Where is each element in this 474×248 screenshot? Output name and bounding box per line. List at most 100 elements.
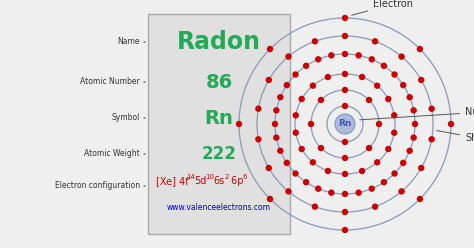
Circle shape: [448, 121, 454, 127]
Circle shape: [400, 160, 406, 166]
Circle shape: [303, 179, 310, 186]
Circle shape: [303, 62, 310, 69]
Circle shape: [342, 209, 348, 215]
Text: 10: 10: [206, 174, 215, 180]
Circle shape: [391, 129, 397, 136]
Text: 222: 222: [201, 145, 237, 163]
Circle shape: [381, 179, 387, 186]
Text: Atomic Number: Atomic Number: [80, 77, 140, 87]
Text: www.valenceelectrons.com: www.valenceelectrons.com: [167, 204, 271, 213]
Text: Radon: Radon: [177, 30, 261, 54]
Circle shape: [318, 97, 324, 103]
Circle shape: [372, 38, 378, 44]
Circle shape: [412, 121, 418, 127]
Circle shape: [315, 56, 321, 62]
Circle shape: [428, 105, 435, 112]
Circle shape: [410, 134, 417, 141]
Circle shape: [407, 148, 413, 154]
Circle shape: [376, 121, 382, 127]
Circle shape: [318, 145, 324, 151]
Circle shape: [277, 148, 283, 154]
Bar: [148, 14, 290, 234]
Circle shape: [372, 204, 378, 210]
Circle shape: [273, 107, 280, 114]
Circle shape: [342, 51, 348, 57]
Text: 2: 2: [224, 174, 228, 180]
Circle shape: [285, 188, 292, 195]
Circle shape: [418, 165, 424, 171]
Circle shape: [381, 62, 387, 69]
Circle shape: [342, 227, 348, 233]
Circle shape: [342, 71, 348, 77]
Circle shape: [385, 146, 392, 152]
Text: Nucleus: Nucleus: [360, 107, 474, 120]
Circle shape: [335, 114, 355, 134]
Circle shape: [356, 52, 362, 59]
Circle shape: [285, 53, 292, 60]
Circle shape: [342, 155, 348, 161]
Circle shape: [342, 139, 348, 145]
Text: Rn: Rn: [205, 109, 233, 127]
Circle shape: [342, 191, 348, 197]
Circle shape: [400, 82, 406, 88]
Circle shape: [410, 107, 417, 114]
Circle shape: [342, 33, 348, 39]
Circle shape: [417, 196, 423, 202]
Text: Electron configuration: Electron configuration: [55, 182, 140, 190]
Circle shape: [272, 121, 278, 127]
Circle shape: [328, 52, 335, 59]
Circle shape: [328, 189, 335, 196]
Circle shape: [292, 71, 299, 78]
Circle shape: [265, 165, 272, 171]
Circle shape: [342, 103, 348, 109]
Circle shape: [392, 71, 398, 78]
Text: 6p: 6p: [228, 176, 244, 186]
Circle shape: [292, 112, 299, 119]
Text: Shell: Shell: [437, 130, 474, 143]
Circle shape: [236, 121, 242, 127]
Text: Name: Name: [118, 37, 140, 47]
Circle shape: [366, 97, 372, 103]
Circle shape: [391, 112, 397, 119]
Circle shape: [308, 121, 314, 127]
Circle shape: [312, 38, 318, 44]
Circle shape: [325, 168, 331, 174]
Circle shape: [356, 189, 362, 196]
Circle shape: [292, 170, 299, 177]
Text: 5d: 5d: [194, 176, 207, 186]
Circle shape: [342, 171, 348, 177]
Text: Electron: Electron: [352, 0, 413, 15]
Circle shape: [310, 159, 316, 165]
Circle shape: [418, 77, 424, 83]
Circle shape: [428, 136, 435, 143]
Circle shape: [283, 82, 290, 88]
Circle shape: [359, 74, 365, 80]
Circle shape: [369, 186, 375, 192]
Circle shape: [299, 146, 305, 152]
Circle shape: [299, 96, 305, 102]
Circle shape: [359, 168, 365, 174]
Circle shape: [265, 77, 272, 83]
Circle shape: [366, 145, 372, 151]
Text: Atomic Weight: Atomic Weight: [84, 150, 140, 158]
Circle shape: [277, 94, 283, 100]
Circle shape: [273, 134, 280, 141]
Text: Symbol: Symbol: [111, 114, 140, 123]
Circle shape: [310, 83, 316, 89]
Text: 6: 6: [243, 174, 247, 180]
Circle shape: [267, 46, 273, 52]
Circle shape: [398, 188, 405, 195]
Circle shape: [342, 87, 348, 93]
Circle shape: [312, 204, 318, 210]
Circle shape: [385, 96, 392, 102]
Circle shape: [342, 15, 348, 21]
Text: 6s: 6s: [214, 176, 225, 186]
Circle shape: [292, 129, 299, 136]
Circle shape: [417, 46, 423, 52]
Circle shape: [255, 136, 262, 143]
Circle shape: [267, 196, 273, 202]
Circle shape: [398, 53, 405, 60]
Circle shape: [255, 105, 262, 112]
Circle shape: [407, 94, 413, 100]
Circle shape: [315, 186, 321, 192]
